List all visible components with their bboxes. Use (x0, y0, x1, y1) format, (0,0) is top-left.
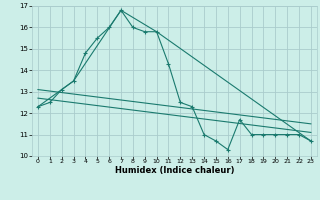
X-axis label: Humidex (Indice chaleur): Humidex (Indice chaleur) (115, 166, 234, 175)
